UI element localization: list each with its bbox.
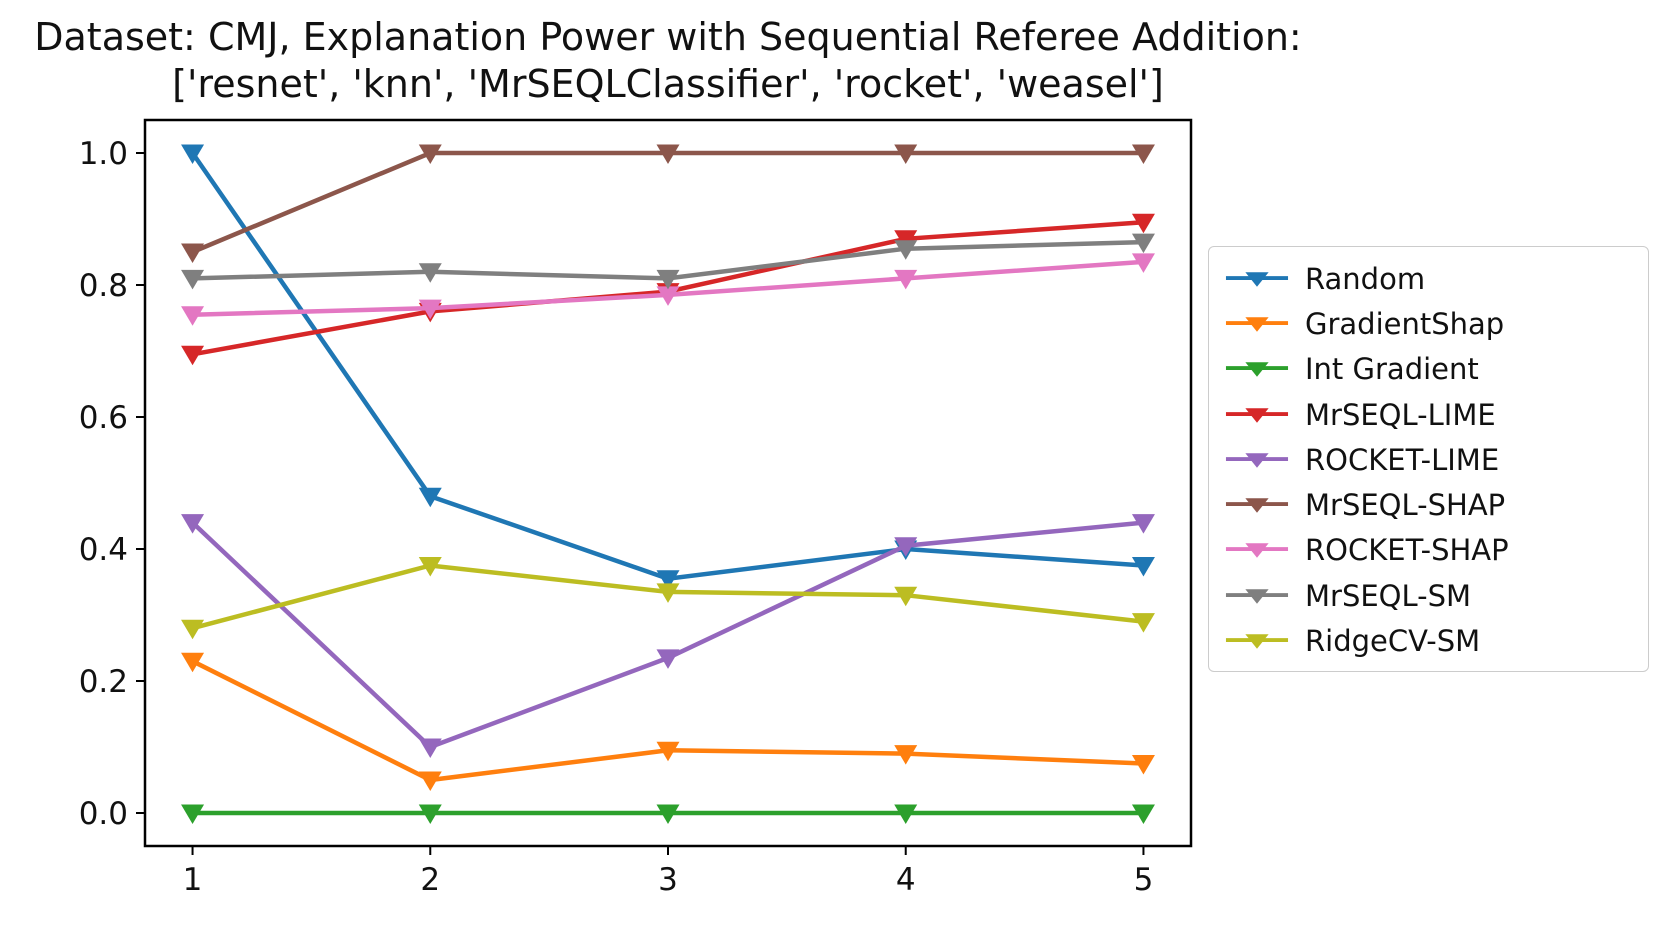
legend-label: MrSEQL-SM — [1305, 578, 1472, 613]
legend-marker-icon — [1225, 453, 1289, 468]
data-point-marker-icon — [656, 286, 680, 306]
data-point-marker-icon — [418, 804, 442, 824]
data-point-marker-icon — [418, 487, 442, 508]
data-point-marker-icon — [894, 230, 918, 250]
legend-label: ROCKET-LIME — [1305, 442, 1500, 477]
legend-item-mrseql-shap: MrSEQL-SHAP — [1225, 482, 1648, 527]
data-point-marker-icon — [1131, 253, 1155, 273]
data-point-marker-icon — [1131, 213, 1155, 234]
data-point-marker-icon — [894, 586, 918, 607]
legend-item-random: Random — [1225, 256, 1648, 301]
legend-marker-icon — [1225, 317, 1289, 332]
data-point-marker-icon — [1131, 144, 1155, 164]
data-point-marker-icon — [894, 144, 918, 164]
legend-label: RidgeCV-SM — [1305, 624, 1481, 659]
legend-marker-icon — [1225, 362, 1289, 377]
data-point-marker-icon — [418, 263, 442, 283]
x-tick-label: 2 — [420, 862, 440, 898]
legend-item-mrseql-lime: MrSEQL-LIME — [1225, 392, 1648, 437]
data-point-marker-icon — [181, 804, 205, 824]
data-point-marker-icon — [181, 144, 205, 164]
chart-title: Dataset: CMJ, Explanation Power with Seq… — [0, 14, 1336, 108]
data-point-marker-icon — [656, 583, 680, 603]
y-tick-label: 1.0 — [79, 136, 128, 172]
data-point-marker-icon — [894, 804, 918, 824]
data-point-marker-icon — [418, 738, 442, 758]
y-tick-label: 0.6 — [79, 400, 128, 436]
legend-label: Int Gradient — [1305, 352, 1479, 387]
legend-item-rocket-shap: ROCKET-SHAP — [1225, 528, 1648, 573]
data-point-marker-icon — [181, 514, 205, 534]
chart-title-line-2: ['resnet', 'knn', 'MrSEQLClassifier', 'r… — [172, 62, 1164, 106]
legend-label: ROCKET-SHAP — [1305, 533, 1509, 568]
data-point-marker-icon — [418, 557, 442, 577]
data-point-marker-icon — [656, 649, 680, 669]
data-point-marker-icon — [1131, 514, 1155, 534]
data-point-marker-icon — [656, 804, 680, 824]
data-point-marker-icon — [656, 741, 680, 762]
data-point-marker-icon — [181, 306, 205, 326]
plot-border — [143, 118, 1193, 848]
data-point-marker-icon — [1131, 755, 1155, 775]
data-point-marker-icon — [1131, 804, 1155, 824]
data-point-marker-icon — [1131, 613, 1155, 633]
data-point-marker-icon — [894, 240, 918, 260]
x-tick-label: 5 — [1134, 862, 1154, 898]
legend-marker-icon — [1225, 498, 1289, 513]
series-line-GradientShap — [191, 659, 1144, 783]
legend: Random GradientShap Int Gradient MrSEQL-… — [1208, 246, 1649, 672]
legend-item-ridgecv-sm: RidgeCV-SM — [1225, 618, 1648, 663]
data-point-marker-icon — [181, 243, 205, 263]
legend-item-mrseql-sm: MrSEQL-SM — [1225, 573, 1648, 618]
data-point-marker-icon — [181, 652, 205, 673]
legend-marker-icon — [1225, 588, 1289, 604]
data-point-marker-icon — [1131, 233, 1155, 254]
x-tick-label: 4 — [896, 862, 916, 898]
chart-title-line-1: Dataset: CMJ, Explanation Power with Seq… — [34, 15, 1302, 59]
y-tick-label: 0.0 — [79, 796, 128, 832]
data-point-marker-icon — [418, 299, 442, 320]
legend-label: MrSEQL-SHAP — [1305, 488, 1506, 523]
y-tick-label: 0.8 — [79, 268, 128, 304]
series-line-MrSEQL-SHAP — [191, 150, 1144, 255]
data-point-marker-icon — [656, 570, 680, 590]
data-point-marker-icon — [181, 269, 205, 290]
x-tick-label: 1 — [183, 862, 203, 898]
data-point-marker-icon — [894, 745, 918, 765]
legend-marker-icon — [1225, 271, 1289, 287]
legend-item-gradientshap: GradientShap — [1225, 301, 1648, 346]
legend-label: GradientShap — [1305, 306, 1505, 341]
x-tick-label: 3 — [658, 862, 678, 898]
legend-label: MrSEQL-LIME — [1305, 397, 1496, 432]
data-point-marker-icon — [894, 269, 918, 290]
legend-item-int-gradient: Int Gradient — [1225, 347, 1648, 392]
series-line-Random — [190, 151, 1144, 581]
data-point-marker-icon — [894, 537, 918, 557]
data-point-marker-icon — [418, 144, 442, 164]
legend-marker-icon — [1225, 543, 1289, 559]
data-point-marker-icon — [181, 619, 205, 640]
data-point-marker-icon — [181, 345, 205, 366]
data-point-marker-icon — [1131, 557, 1155, 577]
legend-marker-icon — [1225, 634, 1289, 649]
legend-item-rocket-lime: ROCKET-LIME — [1225, 437, 1648, 482]
y-tick-label: 0.2 — [79, 664, 128, 700]
legend-label: Random — [1305, 261, 1426, 296]
y-tick-label: 0.4 — [79, 532, 128, 568]
data-point-marker-icon — [418, 771, 442, 791]
data-point-marker-icon — [656, 269, 680, 290]
data-point-marker-icon — [656, 144, 680, 164]
legend-marker-icon — [1225, 407, 1289, 423]
